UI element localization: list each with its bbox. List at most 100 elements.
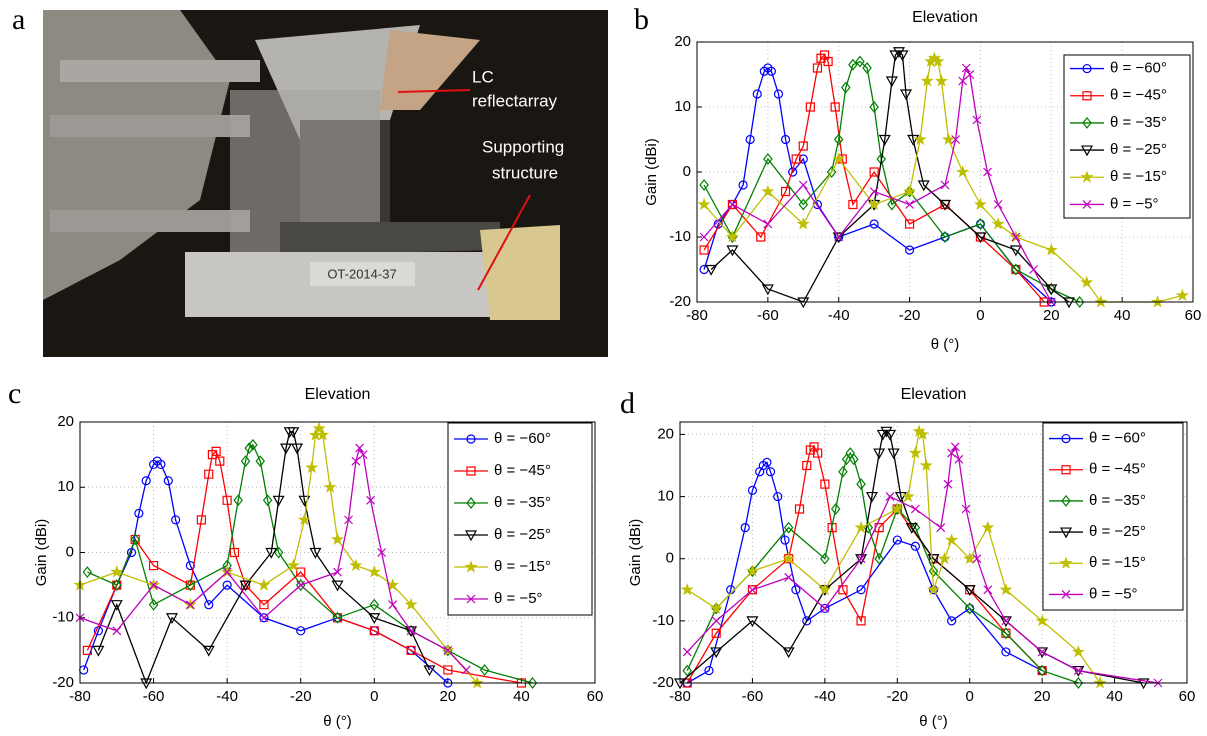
marker bbox=[746, 564, 759, 577]
x-tick-label: -20 bbox=[899, 307, 921, 324]
marker bbox=[756, 232, 766, 242]
y-tick-label: 0 bbox=[683, 163, 691, 180]
plot-frame bbox=[696, 41, 1194, 303]
marker bbox=[856, 554, 866, 564]
marker bbox=[999, 582, 1013, 596]
marker bbox=[265, 547, 278, 559]
panel-label: a bbox=[12, 3, 25, 36]
marker bbox=[782, 647, 795, 659]
marker bbox=[956, 165, 970, 178]
y-tick-label: 20 bbox=[674, 33, 691, 50]
marker bbox=[993, 200, 1003, 209]
marker bbox=[1061, 465, 1071, 475]
series-line bbox=[686, 461, 1043, 684]
marker bbox=[257, 578, 271, 591]
photo-plate bbox=[280, 222, 500, 255]
marker bbox=[885, 76, 898, 88]
marker bbox=[1035, 614, 1049, 627]
marker bbox=[185, 579, 196, 592]
x-tick-label: -40 bbox=[216, 688, 238, 705]
marker bbox=[82, 645, 92, 655]
panel-label: b bbox=[634, 3, 649, 36]
x-tick-label: 20 bbox=[440, 688, 457, 705]
x-tick-label: -20 bbox=[886, 688, 908, 705]
marker bbox=[856, 585, 866, 595]
marker bbox=[903, 184, 917, 197]
marker bbox=[805, 102, 815, 112]
marker bbox=[928, 565, 939, 578]
marker bbox=[229, 547, 240, 558]
marker bbox=[867, 197, 881, 210]
marker bbox=[936, 523, 946, 533]
marker bbox=[981, 520, 995, 534]
photo-rod bbox=[50, 210, 250, 232]
marker bbox=[1082, 91, 1092, 101]
marker bbox=[110, 565, 124, 578]
marker bbox=[907, 134, 920, 146]
marker bbox=[940, 231, 950, 243]
marker bbox=[1036, 647, 1049, 659]
legend-box bbox=[1042, 422, 1184, 611]
marker bbox=[466, 434, 476, 444]
marker bbox=[1001, 647, 1011, 657]
marker bbox=[291, 443, 304, 455]
y-tick-label: 0 bbox=[66, 543, 74, 560]
marker bbox=[1080, 170, 1094, 183]
marker bbox=[841, 81, 851, 94]
marker bbox=[1029, 265, 1038, 274]
series-line bbox=[97, 431, 431, 685]
marker bbox=[905, 523, 918, 534]
marker bbox=[927, 554, 940, 565]
marker bbox=[901, 489, 915, 503]
marker bbox=[738, 180, 748, 190]
marker bbox=[148, 598, 159, 611]
marker bbox=[798, 154, 808, 164]
marker bbox=[916, 427, 930, 441]
photo: OT-2014-37 LC reflectarray Supporting st… bbox=[43, 10, 608, 357]
plot-frame bbox=[679, 421, 1188, 684]
marker bbox=[954, 454, 964, 464]
y-tick-label: 10 bbox=[57, 478, 74, 495]
legend-label: θ = −60° bbox=[1089, 430, 1146, 447]
chart-title: Elevation bbox=[901, 386, 967, 403]
marker bbox=[766, 66, 777, 76]
marker bbox=[1061, 433, 1071, 444]
marker bbox=[406, 626, 416, 636]
marker bbox=[931, 54, 945, 67]
series-line bbox=[703, 66, 1052, 303]
marker bbox=[913, 132, 927, 145]
panel-label: c bbox=[8, 377, 21, 410]
marker bbox=[943, 479, 953, 489]
marker bbox=[900, 89, 913, 101]
x-tick-label: -80 bbox=[669, 688, 691, 705]
marker bbox=[259, 613, 269, 623]
y-tick-label: -20 bbox=[52, 674, 74, 691]
photo-rod bbox=[60, 60, 260, 82]
marker bbox=[156, 459, 166, 470]
marker bbox=[999, 616, 1012, 628]
marker bbox=[377, 548, 387, 557]
marker bbox=[332, 611, 343, 624]
marker bbox=[937, 551, 951, 565]
marker bbox=[423, 665, 436, 677]
marker bbox=[443, 665, 453, 675]
marker bbox=[344, 515, 353, 525]
marker bbox=[878, 134, 891, 146]
marker bbox=[479, 663, 490, 676]
x-tick-label: 0 bbox=[976, 307, 984, 324]
marker bbox=[710, 647, 723, 659]
marker bbox=[287, 427, 300, 439]
marker bbox=[865, 491, 878, 503]
marker bbox=[951, 135, 961, 144]
marker bbox=[763, 153, 773, 165]
marker bbox=[782, 551, 796, 565]
marker bbox=[333, 567, 342, 577]
marker bbox=[983, 585, 993, 595]
marker bbox=[885, 492, 895, 501]
marker bbox=[682, 664, 693, 677]
y-axis-label: Gain (dBi) bbox=[627, 519, 644, 587]
marker bbox=[272, 495, 285, 507]
legend-label: θ = −25° bbox=[1110, 141, 1167, 158]
photo-rod bbox=[50, 115, 250, 137]
marker bbox=[262, 494, 273, 507]
